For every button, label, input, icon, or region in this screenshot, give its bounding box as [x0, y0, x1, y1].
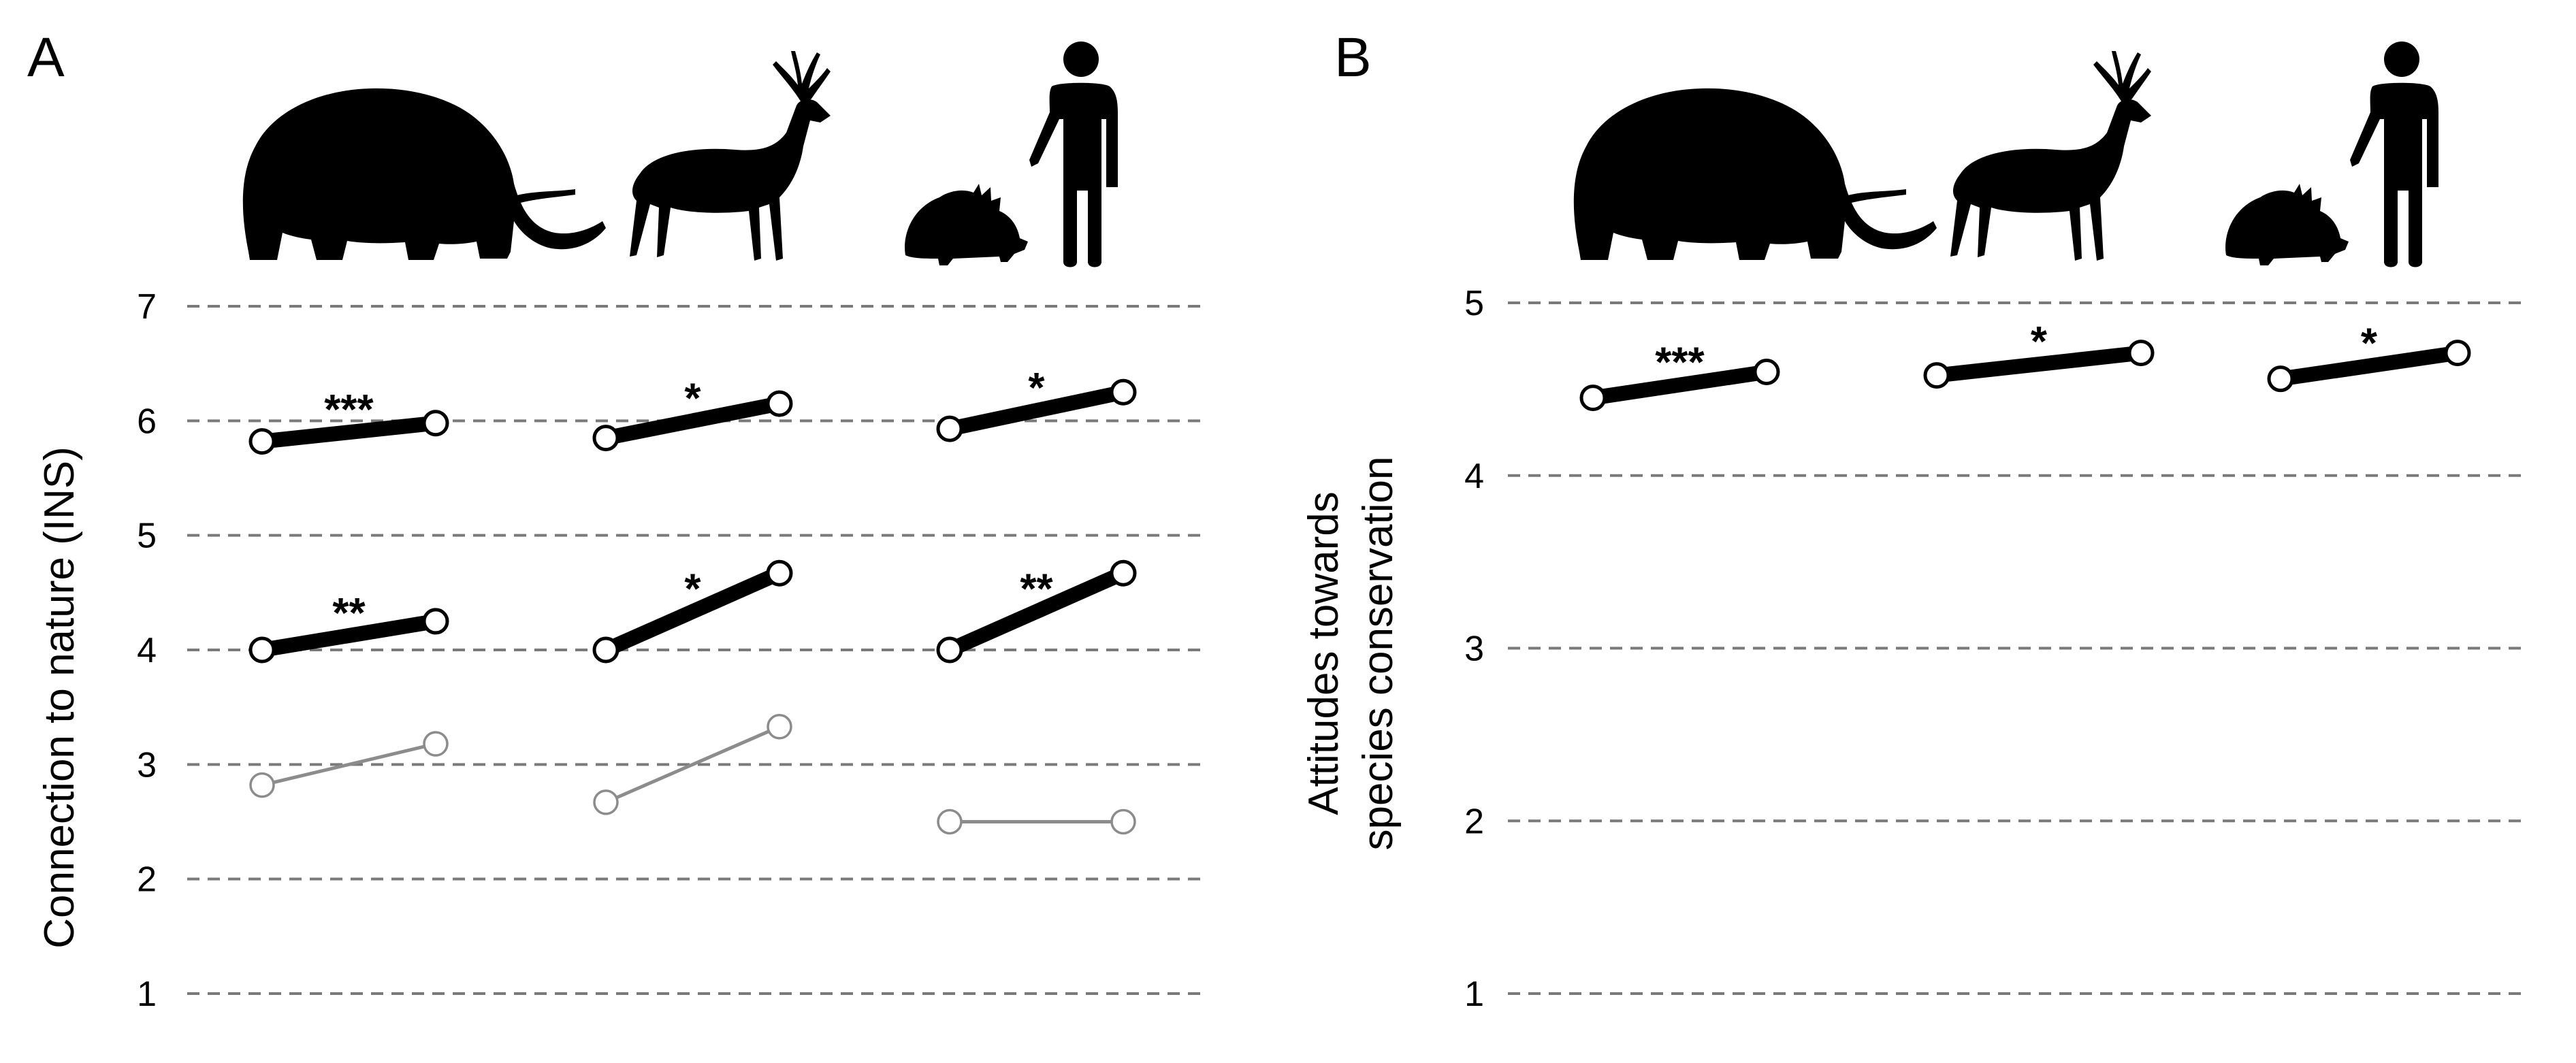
data-point-end	[423, 731, 449, 757]
y-tick-label: 5	[137, 517, 157, 556]
panel-b: B 1 2 3 4 5 Attitudes towards species conser…	[1300, 27, 2529, 1014]
panel-b-grid	[1508, 301, 2529, 995]
y-tick-label: 5	[1464, 284, 1484, 323]
series-line	[604, 396, 782, 446]
series-pair	[937, 808, 1136, 835]
elephant-icon	[242, 88, 606, 260]
series-pair: *	[1923, 318, 2155, 389]
series-line	[1935, 345, 2142, 383]
data-point-start	[2267, 365, 2294, 393]
panel-a-label: A	[27, 27, 65, 88]
data-point-start	[593, 789, 619, 815]
series-pair: **	[248, 590, 449, 664]
data-point-start	[936, 415, 963, 442]
data-point-start	[592, 425, 619, 452]
data-point-start	[1923, 362, 1950, 389]
porcupine-and-person-icon	[2225, 42, 2438, 267]
series-line	[1592, 364, 1768, 406]
series-line	[2279, 345, 2459, 387]
data-point-start	[1579, 385, 1607, 412]
significance-label: **	[1020, 566, 1053, 613]
y-tick-label: 3	[1464, 629, 1484, 669]
y-tick-label: 2	[1464, 802, 1484, 841]
data-point-end	[422, 410, 449, 437]
series-line	[602, 566, 783, 657]
deer-icon	[630, 51, 831, 261]
data-point-start	[592, 636, 619, 664]
panel-b-y-ticks: 1 2 3 4 5	[1464, 284, 1484, 1014]
y-tick-label: 6	[137, 402, 157, 441]
significance-label: **	[332, 590, 366, 637]
series-pair: ***	[1579, 340, 1780, 412]
deer-icon	[1950, 51, 2151, 261]
data-point-end	[1110, 559, 1137, 587]
series-pair	[593, 714, 792, 815]
data-point-end	[767, 714, 792, 740]
series-pair	[249, 731, 449, 798]
panel-b-y-axis-title-line-2: species conservation	[1355, 457, 1402, 851]
data-point-start	[248, 428, 276, 455]
significance-label: ***	[1655, 340, 1705, 387]
data-point-end	[2127, 340, 2155, 367]
significance-label: *	[684, 375, 701, 422]
data-point-start	[249, 772, 275, 798]
panel-b-series: *** * *	[1579, 318, 2471, 412]
y-tick-label: 7	[137, 287, 157, 327]
series-line	[948, 385, 1125, 436]
series-pair: *	[592, 375, 793, 452]
series-line	[946, 566, 1127, 657]
data-point-start	[248, 636, 276, 664]
data-point-end	[766, 390, 793, 417]
data-point-end	[1110, 378, 1137, 406]
y-tick-label: 4	[137, 631, 157, 670]
data-point-end	[2444, 340, 2471, 367]
data-point-end	[1753, 359, 1780, 385]
series-line	[261, 742, 436, 787]
series-pair: ***	[248, 387, 449, 455]
data-point-end	[422, 608, 449, 635]
series-pair: *	[2267, 321, 2471, 393]
series-line	[605, 725, 780, 804]
significance-label: *	[2361, 321, 2378, 367]
panel-a-y-axis-title: Connection to nature (INS)	[36, 446, 83, 949]
series-line	[261, 415, 437, 449]
panel-a-series: *** * **** **	[248, 365, 1137, 835]
data-point-start	[937, 808, 963, 835]
panel-b-label: B	[1334, 27, 1372, 88]
significance-label: ***	[324, 387, 374, 434]
significance-label: *	[1028, 365, 1045, 412]
porcupine-and-person-icon	[905, 42, 1118, 267]
y-tick-label: 1	[137, 975, 157, 1014]
panel-a-y-ticks: 1 2 3 4 5 6 7	[137, 287, 157, 1014]
significance-label: *	[684, 566, 701, 613]
significance-label: *	[2031, 318, 2048, 365]
data-point-start	[936, 636, 963, 664]
series-pair: **	[936, 559, 1137, 664]
y-tick-label: 3	[137, 745, 157, 785]
elephant-icon	[1573, 88, 1937, 260]
series-pair: *	[936, 365, 1137, 442]
y-tick-label: 2	[137, 860, 157, 900]
data-point-end	[1110, 808, 1136, 835]
data-point-end	[766, 559, 793, 587]
series-pair: *	[592, 559, 793, 664]
y-tick-label: 4	[1464, 457, 1484, 496]
panel-b-y-axis-title-line-1: Attitudes towards	[1300, 491, 1347, 815]
y-tick-label: 1	[1464, 975, 1484, 1014]
series-line	[261, 614, 437, 657]
